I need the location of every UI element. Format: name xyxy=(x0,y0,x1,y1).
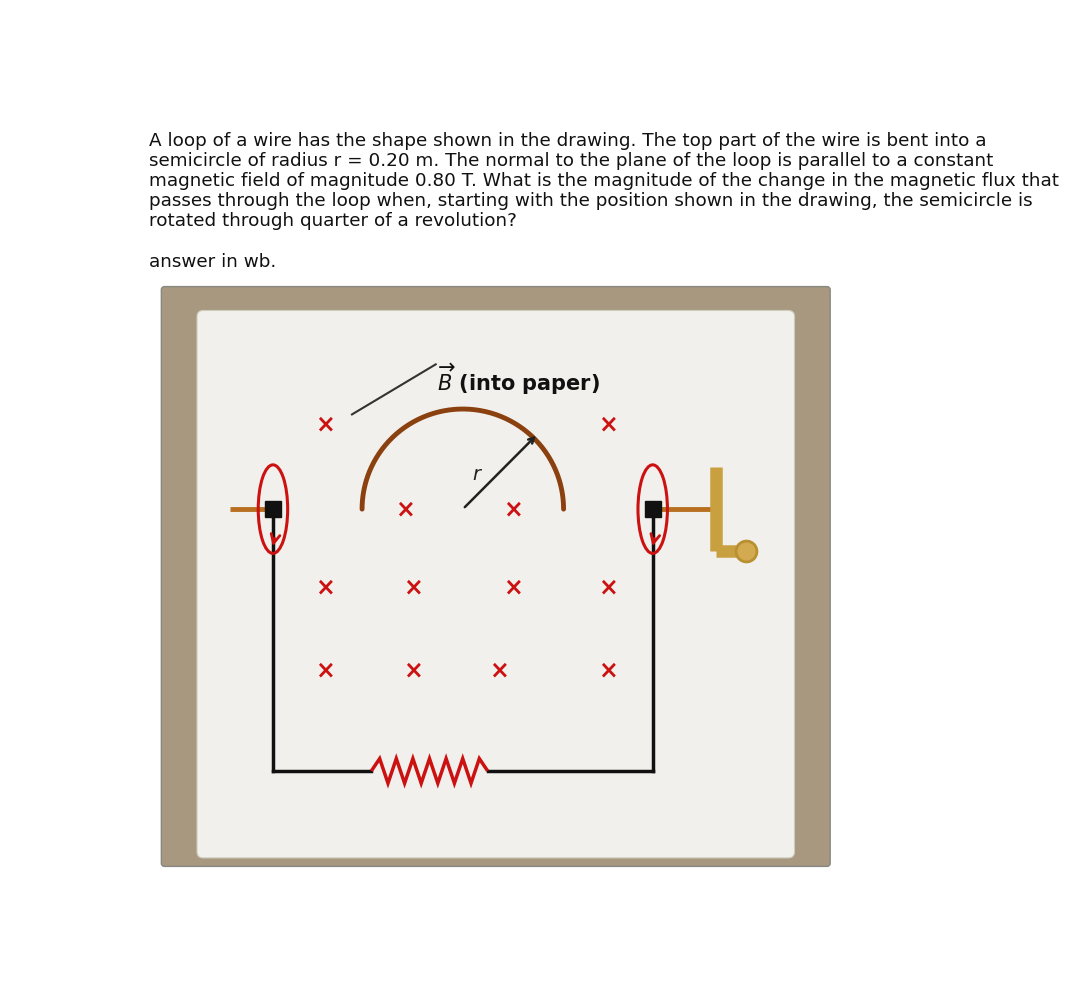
FancyBboxPatch shape xyxy=(197,311,795,858)
Text: ×: × xyxy=(315,576,335,600)
Text: $\overrightarrow{B}$ (into paper): $\overrightarrow{B}$ (into paper) xyxy=(437,362,600,397)
Text: ×: × xyxy=(395,497,415,521)
Text: ×: × xyxy=(598,413,618,436)
Text: semicircle of radius r = 0.20 m. The normal to the plane of the loop is parallel: semicircle of radius r = 0.20 m. The nor… xyxy=(149,151,994,170)
Text: ×: × xyxy=(315,413,335,436)
Text: ×: × xyxy=(403,576,422,600)
Text: r: r xyxy=(472,465,481,484)
Text: ×: × xyxy=(503,576,523,600)
Text: answer in wb.: answer in wb. xyxy=(149,253,276,270)
Text: A loop of a wire has the shape shown in the drawing. The top part of the wire is: A loop of a wire has the shape shown in … xyxy=(149,132,986,149)
FancyBboxPatch shape xyxy=(161,287,831,866)
Text: ×: × xyxy=(315,659,335,683)
Text: magnetic field of magnitude 0.80 T. What is the magnitude of the change in the m: magnetic field of magnitude 0.80 T. What… xyxy=(149,172,1059,190)
Text: ×: × xyxy=(489,659,509,683)
Text: rotated through quarter of a revolution?: rotated through quarter of a revolution? xyxy=(149,212,517,230)
Text: ×: × xyxy=(598,659,618,683)
Text: passes through the loop when, starting with the position shown in the drawing, t: passes through the loop when, starting w… xyxy=(149,192,1032,210)
Text: ×: × xyxy=(598,576,618,600)
Text: ×: × xyxy=(403,659,422,683)
Text: ×: × xyxy=(503,497,523,521)
